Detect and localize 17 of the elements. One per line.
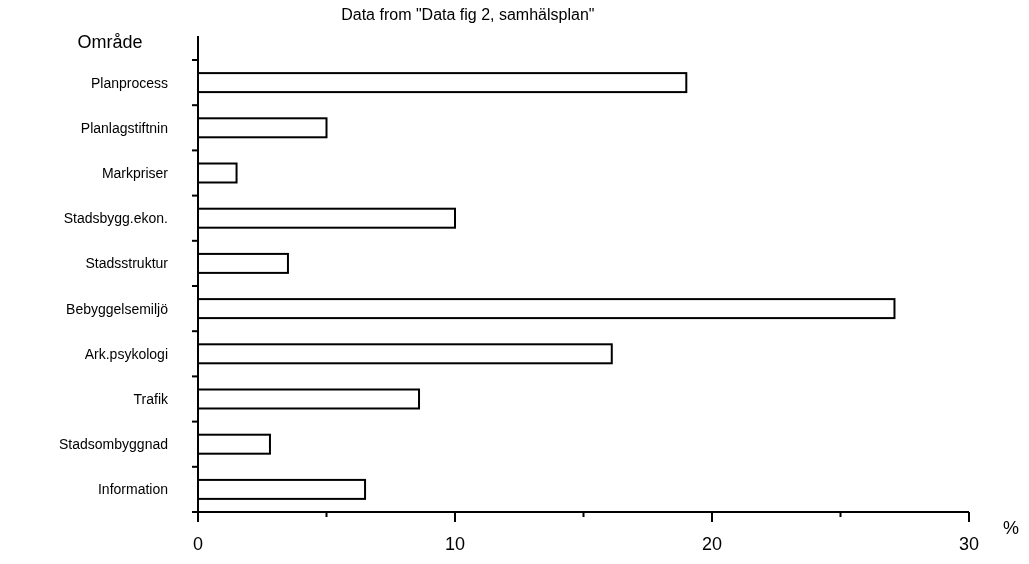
- x-tick-label: 10: [444, 534, 466, 554]
- y-tick-label: Stadsombyggnad: [59, 436, 168, 453]
- x-tick-label: 20: [701, 534, 723, 554]
- y-tick-label: Bebyggelsemiljö: [66, 300, 169, 317]
- x-tick-label: 0: [192, 534, 204, 554]
- y-tick-label: Planprocess: [90, 74, 168, 91]
- y-tick-label: Stadsstruktur: [85, 255, 169, 272]
- chart-title: Data from "Data fig 2, samhälsplan": [341, 6, 595, 23]
- y-tick-label: Planlagstiftnin: [80, 119, 168, 136]
- y-tick-label: Information: [97, 481, 168, 498]
- x-axis-title: %: [1002, 518, 1019, 538]
- y-tick-label: Markpriser: [101, 165, 169, 181]
- y-tick-label: Stadsbygg.ekon.: [63, 210, 168, 227]
- x-tick-label: 30: [958, 534, 980, 554]
- y-axis-title: Område: [77, 32, 143, 52]
- y-tick-label: Trafik: [133, 391, 169, 407]
- y-tick-label: Ark.psykologi: [84, 345, 168, 362]
